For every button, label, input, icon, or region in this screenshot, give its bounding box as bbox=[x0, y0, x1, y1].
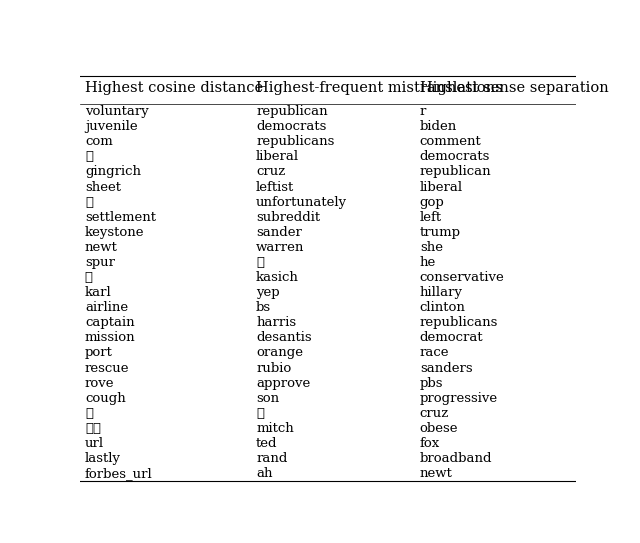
Text: subreddit: subreddit bbox=[256, 211, 320, 224]
Text: rescue: rescue bbox=[85, 362, 129, 375]
Text: unfortunately: unfortunately bbox=[256, 195, 348, 209]
Text: left: left bbox=[420, 211, 442, 224]
Text: cough: cough bbox=[85, 392, 125, 405]
Text: voluntary: voluntary bbox=[85, 105, 148, 118]
Text: approve: approve bbox=[256, 377, 310, 390]
Text: url: url bbox=[85, 437, 104, 450]
Text: broadband: broadband bbox=[420, 452, 492, 465]
Text: republican: republican bbox=[420, 166, 492, 179]
Text: juvenile: juvenile bbox=[85, 120, 138, 133]
Text: warren: warren bbox=[256, 241, 305, 254]
Text: mitch: mitch bbox=[256, 422, 294, 435]
Text: 😛: 😛 bbox=[85, 150, 93, 163]
Text: republican: republican bbox=[256, 105, 328, 118]
Text: forbes_url: forbes_url bbox=[85, 467, 153, 480]
Text: ted: ted bbox=[256, 437, 278, 450]
Text: biden: biden bbox=[420, 120, 457, 133]
Text: Highest cosine distance: Highest cosine distance bbox=[85, 80, 263, 94]
Text: newt: newt bbox=[420, 467, 452, 480]
Text: desantis: desantis bbox=[256, 331, 312, 344]
Text: leftist: leftist bbox=[256, 180, 294, 193]
Text: captain: captain bbox=[85, 316, 134, 329]
Text: orange: orange bbox=[256, 346, 303, 359]
Text: he: he bbox=[420, 256, 436, 269]
Text: sheet: sheet bbox=[85, 180, 121, 193]
Text: ah: ah bbox=[256, 467, 273, 480]
Text: kasich: kasich bbox=[256, 271, 299, 284]
Text: sanders: sanders bbox=[420, 362, 472, 375]
Text: karl: karl bbox=[85, 286, 112, 299]
Text: democrat: democrat bbox=[420, 331, 483, 344]
Text: comment: comment bbox=[420, 135, 481, 148]
Text: bs: bs bbox=[256, 301, 271, 314]
Text: spur: spur bbox=[85, 256, 115, 269]
Text: cruz: cruz bbox=[420, 407, 449, 420]
Text: newt: newt bbox=[85, 241, 118, 254]
Text: gingrich: gingrich bbox=[85, 166, 141, 179]
Text: conservative: conservative bbox=[420, 271, 504, 284]
Text: 😂: 😂 bbox=[256, 256, 264, 269]
Text: port: port bbox=[85, 346, 113, 359]
Text: progressive: progressive bbox=[420, 392, 498, 405]
Text: Highest sense separation: Highest sense separation bbox=[420, 80, 609, 94]
Text: liberal: liberal bbox=[420, 180, 463, 193]
Text: 🤡: 🤡 bbox=[85, 407, 93, 420]
Text: 🤣: 🤣 bbox=[256, 407, 264, 420]
Text: r: r bbox=[420, 105, 426, 118]
Text: race: race bbox=[420, 346, 449, 359]
Text: rand: rand bbox=[256, 452, 287, 465]
Text: son: son bbox=[256, 392, 279, 405]
Text: ❤️: ❤️ bbox=[85, 271, 93, 284]
Text: democrats: democrats bbox=[420, 150, 490, 163]
Text: she: she bbox=[420, 241, 443, 254]
Text: rove: rove bbox=[85, 377, 115, 390]
Text: harris: harris bbox=[256, 316, 296, 329]
Text: fox: fox bbox=[420, 437, 440, 450]
Text: republicans: republicans bbox=[256, 135, 335, 148]
Text: settlement: settlement bbox=[85, 211, 156, 224]
Text: yep: yep bbox=[256, 286, 280, 299]
Text: republicans: republicans bbox=[420, 316, 498, 329]
Text: liberal: liberal bbox=[256, 150, 300, 163]
Text: 🇺🇸: 🇺🇸 bbox=[85, 422, 101, 435]
Text: keystone: keystone bbox=[85, 226, 145, 239]
Text: hillary: hillary bbox=[420, 286, 463, 299]
Text: airline: airline bbox=[85, 301, 128, 314]
Text: obese: obese bbox=[420, 422, 458, 435]
Text: cruz: cruz bbox=[256, 166, 285, 179]
Text: gop: gop bbox=[420, 195, 445, 209]
Text: Highest-frequent mistranslations: Highest-frequent mistranslations bbox=[256, 80, 503, 94]
Text: clinton: clinton bbox=[420, 301, 466, 314]
Text: trump: trump bbox=[420, 226, 461, 239]
Text: pbs: pbs bbox=[420, 377, 444, 390]
Text: mission: mission bbox=[85, 331, 136, 344]
Text: sander: sander bbox=[256, 226, 302, 239]
Text: democrats: democrats bbox=[256, 120, 326, 133]
Text: rubio: rubio bbox=[256, 362, 291, 375]
Text: com: com bbox=[85, 135, 113, 148]
Text: lastly: lastly bbox=[85, 452, 121, 465]
Text: 👋: 👋 bbox=[85, 195, 93, 209]
